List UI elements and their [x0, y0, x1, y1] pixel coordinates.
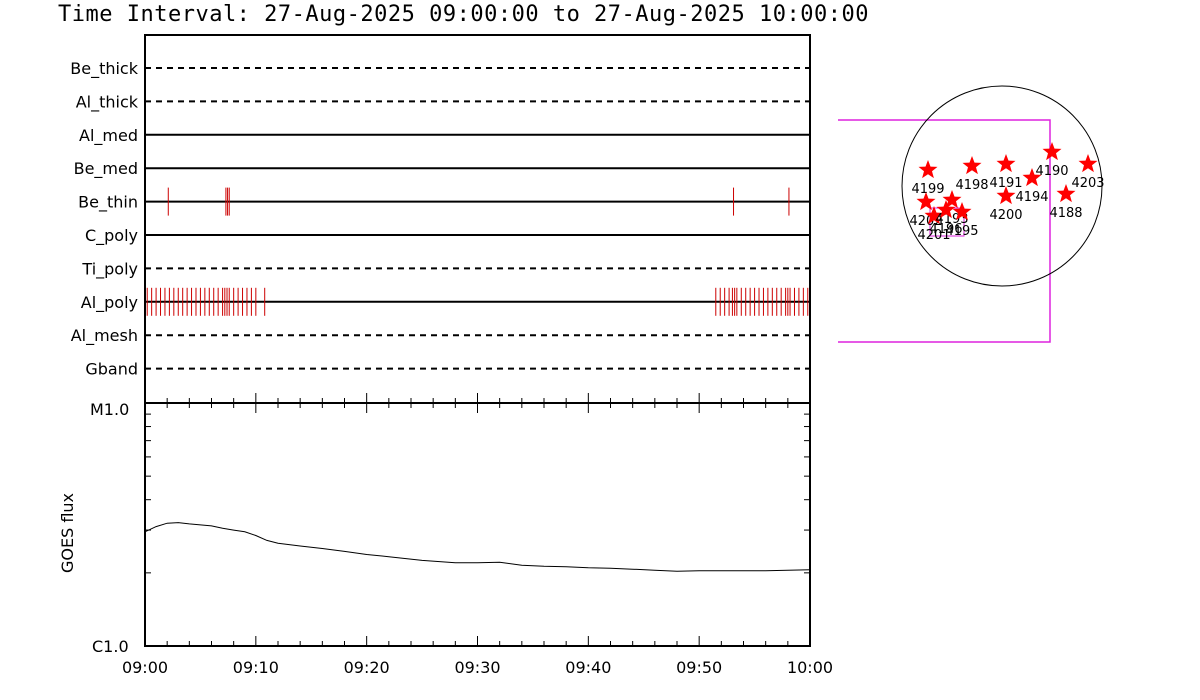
- active-region-4199: 4199: [911, 160, 945, 197]
- active-region-4196: 4196: [929, 200, 963, 237]
- filter-label: Al_thick: [76, 92, 139, 112]
- active-region-label: 4196: [929, 222, 962, 237]
- x-tick-label: 09:00: [122, 658, 168, 677]
- filter-row-al_thick: Al_thick: [76, 92, 810, 112]
- star-icon: [1056, 184, 1076, 203]
- goes-panel-frame: [144, 402, 811, 647]
- star-icon: [996, 186, 1016, 205]
- filter-row-be_thin: Be_thin: [78, 187, 810, 216]
- filter-row-be_thick: Be_thick: [70, 59, 810, 79]
- filter-row-c_poly: C_poly: [85, 226, 810, 246]
- filter-row-gband: Gband: [85, 360, 810, 379]
- filter-label: Al_mesh: [71, 326, 138, 346]
- active-region-label: 4195: [945, 224, 978, 239]
- star-icon: [936, 200, 956, 219]
- filter-row-ti_poly: Ti_poly: [81, 259, 810, 279]
- active-region-label: 4199: [911, 182, 944, 197]
- filter-row-al_med: Al_med: [79, 126, 810, 146]
- active-region-4194: 4194: [1015, 168, 1049, 205]
- filter-label: C_poly: [85, 226, 138, 246]
- star-icon: [916, 192, 936, 211]
- filter-panel-frame: [144, 34, 811, 404]
- active-region-4198: 4198: [955, 156, 989, 193]
- star-icon: [942, 190, 962, 209]
- active-region-label: 4200: [989, 208, 1022, 223]
- star-icon: [1042, 142, 1062, 161]
- filter-label: Al_med: [79, 126, 138, 146]
- filter-label: Al_poly: [81, 293, 138, 313]
- filter-label: Be_thin: [78, 193, 138, 213]
- star-icon: [996, 154, 1016, 173]
- active-region-label: 4201: [917, 228, 950, 243]
- goes-y-top-label: M1.0: [90, 400, 129, 419]
- goes-panel: M1.0 C1.0 GOES flux 09:00 09:10 09:20 09:30…: [58, 393, 833, 677]
- active-region-4201: 4201: [917, 206, 951, 243]
- active-region-4188: 4188: [1049, 184, 1083, 221]
- goes-y-bottom-label: C1.0: [92, 637, 129, 656]
- star-icon: [918, 160, 938, 179]
- x-tick-label: 09:30: [454, 658, 500, 677]
- goes-y-axis-label: GOES flux: [58, 493, 77, 573]
- x-tick-label: 09:20: [344, 658, 390, 677]
- active-region-label: 4198: [955, 178, 988, 193]
- filter-row-al_mesh: Al_mesh: [71, 326, 810, 346]
- filter-label: Be_med: [74, 159, 138, 179]
- x-tick-label: 09:50: [676, 658, 722, 677]
- star-icon: [952, 202, 972, 221]
- filter-panel: Be_thick Al_thick Al_med Be_med Be_thin C_pol…: [70, 34, 811, 404]
- active-region-4200: 4200: [989, 186, 1023, 223]
- active-region-label: 4188: [1049, 206, 1082, 221]
- active-region-4203: 4203: [1071, 154, 1105, 191]
- active-region-4191: 4191: [989, 154, 1023, 191]
- active-region-label: 4203: [1071, 176, 1104, 191]
- x-tick-label: 09:10: [233, 658, 279, 677]
- active-region-4190: 4190: [1035, 142, 1069, 179]
- filter-label: Ti_poly: [81, 259, 138, 279]
- active-region-4195: 4195: [945, 202, 979, 239]
- goes-axis-ticks: [144, 393, 811, 646]
- active-region-label: 4190: [1035, 164, 1068, 179]
- active-region-label: 4194: [1015, 190, 1048, 205]
- star-icon: [1078, 154, 1098, 173]
- time-interval-title: Time Interval: 27-Aug-2025 09:00:00 to 2…: [58, 2, 869, 27]
- filter-row-be_med: Be_med: [74, 159, 810, 179]
- active-region-label: 4191: [989, 176, 1022, 191]
- filter-rows: Be_thick Al_thick Al_med Be_med Be_thin C_pol…: [70, 59, 810, 379]
- x-axis-tick-labels: 09:00 09:10 09:20 09:30 09:40 09:50 10:00: [122, 658, 833, 677]
- filter-label: Gband: [85, 360, 138, 379]
- star-icon: [962, 156, 982, 175]
- x-tick-label: 09:40: [565, 658, 611, 677]
- solar-disk: [901, 85, 1103, 287]
- fov-box-outline: [838, 119, 1051, 343]
- filter-row-al_poly: Al_poly: [81, 287, 810, 316]
- x-tick-label: 10:00: [787, 658, 833, 677]
- star-icon: [924, 206, 944, 225]
- filter-label: Be_thick: [70, 59, 138, 79]
- goes-flux-curve: [144, 522, 811, 572]
- star-icon: [1022, 168, 1042, 187]
